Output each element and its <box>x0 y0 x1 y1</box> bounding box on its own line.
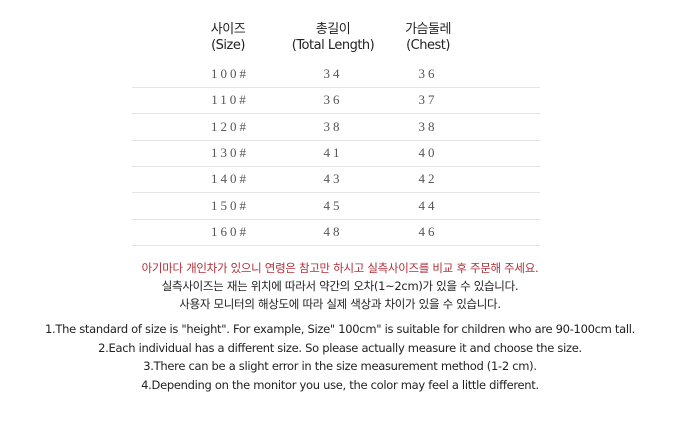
measurement: 48 <box>323 223 343 239</box>
measurement: 44 <box>418 197 438 213</box>
size-label: 110# <box>211 92 249 108</box>
column-header: (Total Length) <box>291 38 375 53</box>
column-header: 사이즈 <box>210 22 246 37</box>
size-label: 160# <box>211 223 249 239</box>
size-label: 120# <box>211 118 249 134</box>
measurement: 42 <box>418 171 438 187</box>
measurement: 40 <box>418 144 438 160</box>
row-divider <box>132 192 540 194</box>
row-divider <box>132 87 540 88</box>
row-divider <box>132 218 540 220</box>
note-korean: 아기마다 개인차가 있으니 연령은 참고만 하시고 실측사이즈를 비교 후 주문… <box>141 261 539 275</box>
measurement: 37 <box>418 92 438 108</box>
measurement: 36 <box>418 66 438 81</box>
measurement: 38 <box>418 118 438 134</box>
size-label: 130# <box>211 144 249 160</box>
row-divider <box>132 139 540 141</box>
note-english: 1.The standard of size is "height". For … <box>45 322 635 336</box>
column-header: 가슴둘레 <box>405 22 451 37</box>
row-divider <box>132 113 540 115</box>
note-english: 3.There can be a slight error in the siz… <box>143 359 537 373</box>
row-divider <box>132 244 540 246</box>
measurement: 41 <box>323 144 343 160</box>
column-header: (Chest) <box>406 38 450 53</box>
column-header: 총길이 <box>315 22 351 37</box>
note-korean: 사용자 모니터의 해상도에 따라 실제 색상과 차이가 있을 수 있습니다. <box>179 297 501 311</box>
size-label: 140# <box>211 171 249 187</box>
measurement: 43 <box>323 171 343 187</box>
column-header: (Size) <box>211 38 245 53</box>
measurement: 45 <box>323 197 343 213</box>
note-korean: 실측사이즈는 재는 위치에 따라서 약간의 오차(1~2cm)가 있을 수 있습… <box>161 279 519 293</box>
row-divider <box>132 165 540 167</box>
size-label: 150# <box>211 197 249 213</box>
measurement: 36 <box>323 92 343 108</box>
note-english: 4.Depending on the monitor you use, the … <box>141 377 539 392</box>
measurement: 38 <box>323 118 343 134</box>
size-label: 100# <box>211 66 249 81</box>
measurement: 46 <box>418 223 438 239</box>
measurement: 34 <box>323 66 343 81</box>
note-english: 2.Each individual has a different size. … <box>98 340 582 355</box>
